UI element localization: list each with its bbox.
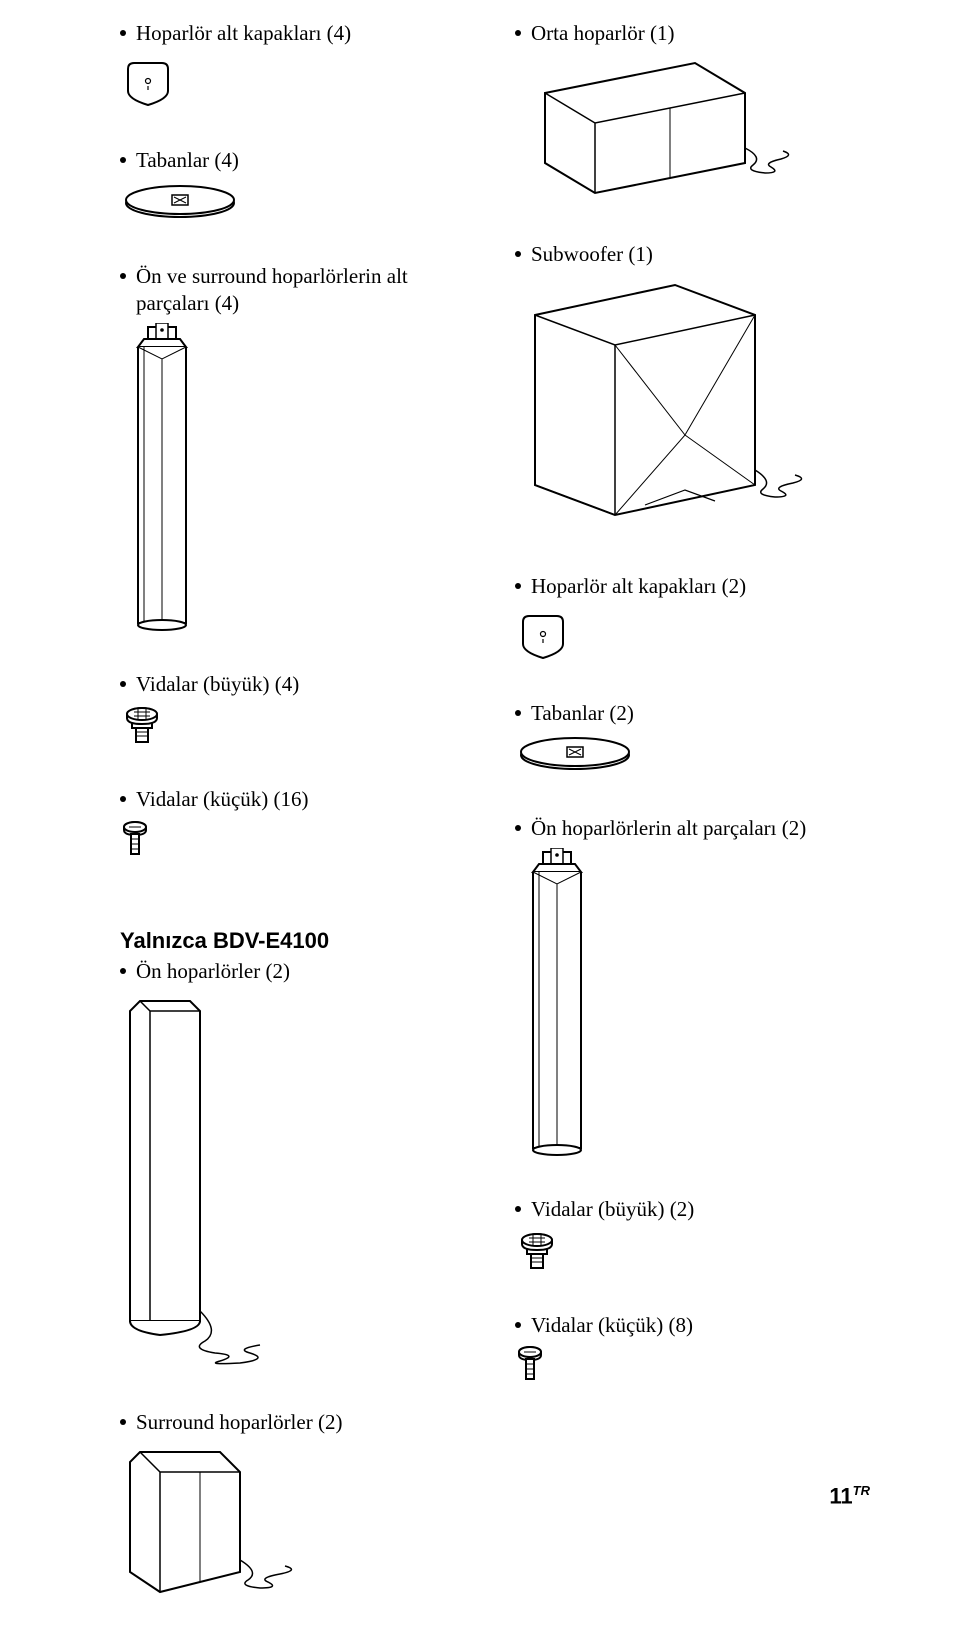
label-text: Vidalar (büyük) (4)	[136, 671, 299, 698]
item-bases-2: Tabanlar (2)	[515, 700, 870, 797]
center-speaker-illustration	[515, 53, 870, 203]
subwoofer-illustration	[515, 275, 870, 535]
item-front-lower-parts-2: Ön hoparlörlerin alt parçaları (2)	[515, 815, 870, 1178]
front-speaker-illustration	[120, 991, 475, 1371]
bullet-icon	[120, 681, 126, 687]
item-label: Hoparlör alt kapakları (4)	[120, 20, 475, 47]
label-text: Orta hoparlör (1)	[531, 20, 674, 47]
page-number-suffix: TR	[853, 1483, 870, 1498]
label-text: Tabanlar (4)	[136, 147, 239, 174]
label-text: Vidalar (küçük) (16)	[136, 786, 309, 813]
item-bases-4: Tabanlar (4)	[120, 147, 475, 244]
item-speaker-covers-2: Hoparlör alt kapakları (2)	[515, 573, 870, 682]
item-label: Ön hoparlörler (2)	[120, 958, 475, 985]
label-text: Surround hoparlörler (2)	[136, 1409, 342, 1436]
bullet-icon	[515, 251, 521, 257]
right-column: Orta hoparlör (1) Subwoofer (1)	[515, 20, 870, 1640]
left-column: Hoparlör alt kapakları (4) Tabanlar (4)	[120, 20, 475, 1640]
label-text: Vidalar (büyük) (2)	[531, 1196, 694, 1223]
bullet-icon	[120, 968, 126, 974]
page-number-value: 11	[829, 1483, 852, 1508]
bullet-icon	[515, 30, 521, 36]
bullet-icon	[120, 30, 126, 36]
bullet-icon	[515, 825, 521, 831]
section-head: Yalnızca BDV-E4100	[120, 928, 475, 954]
lower-part-illustration	[120, 323, 475, 633]
item-label: Tabanlar (4)	[120, 147, 475, 174]
bullet-icon	[515, 710, 521, 716]
label-text: Ön hoparlörler (2)	[136, 958, 290, 985]
large-screw-illustration	[515, 1230, 870, 1274]
item-label: Subwoofer (1)	[515, 241, 870, 268]
bullet-icon	[120, 1419, 126, 1425]
item-label: Hoparlör alt kapakları (2)	[515, 573, 870, 600]
large-screw-illustration	[120, 704, 475, 748]
bullet-icon	[515, 583, 521, 589]
label-text: Hoparlör alt kapakları (4)	[136, 20, 351, 47]
item-screws-large-2: Vidalar (büyük) (2)	[515, 1196, 870, 1293]
bullet-icon	[120, 796, 126, 802]
page-layout: Hoparlör alt kapakları (4) Tabanlar (4)	[120, 20, 870, 1640]
bullet-icon	[120, 273, 126, 279]
label-text: Tabanlar (2)	[531, 700, 634, 727]
cover-illustration	[120, 53, 475, 109]
label-text: Hoparlör alt kapakları (2)	[531, 573, 746, 600]
bullet-icon	[120, 157, 126, 163]
label-text: Ön ve surround hoparlörlerin alt parçala…	[136, 263, 475, 318]
item-subwoofer-1: Subwoofer (1)	[515, 241, 870, 554]
label-text: Vidalar (küçük) (8)	[531, 1312, 693, 1339]
item-lower-parts-4: Ön ve surround hoparlörlerin alt parçala…	[120, 263, 475, 654]
label-text: Subwoofer (1)	[531, 241, 653, 268]
item-label: Ön ve surround hoparlörlerin alt parçala…	[120, 263, 475, 318]
item-label: Tabanlar (2)	[515, 700, 870, 727]
cover-illustration	[515, 606, 870, 662]
item-label: Surround hoparlörler (2)	[120, 1409, 475, 1436]
item-speaker-covers-4: Hoparlör alt kapakları (4)	[120, 20, 475, 129]
lower-part-illustration	[515, 848, 870, 1158]
item-screws-small-16: Vidalar (küçük) (16)	[120, 786, 475, 879]
item-screws-small-8: Vidalar (küçük) (8)	[515, 1312, 870, 1405]
item-label: Vidalar (küçük) (16)	[120, 786, 475, 813]
base-illustration	[515, 733, 870, 777]
label-text: Ön hoparlörlerin alt parçaları (2)	[531, 815, 806, 842]
item-label: Vidalar (büyük) (4)	[120, 671, 475, 698]
item-label: Vidalar (büyük) (2)	[515, 1196, 870, 1223]
page-number: 11TR	[829, 1483, 870, 1509]
item-surround-speakers-2: Surround hoparlörler (2)	[120, 1409, 475, 1622]
item-label: Orta hoparlör (1)	[515, 20, 870, 47]
item-screws-large-4: Vidalar (büyük) (4)	[120, 671, 475, 768]
small-screw-illustration	[515, 1345, 870, 1385]
bullet-icon	[515, 1322, 521, 1328]
base-illustration	[120, 181, 475, 225]
small-screw-illustration	[120, 820, 475, 860]
item-center-speaker-1: Orta hoparlör (1)	[515, 20, 870, 223]
item-label: Vidalar (küçük) (8)	[515, 1312, 870, 1339]
item-label: Ön hoparlörlerin alt parçaları (2)	[515, 815, 870, 842]
surround-speaker-illustration	[120, 1442, 475, 1602]
bullet-icon	[515, 1206, 521, 1212]
item-front-speakers-2: Ön hoparlörler (2)	[120, 958, 475, 1391]
